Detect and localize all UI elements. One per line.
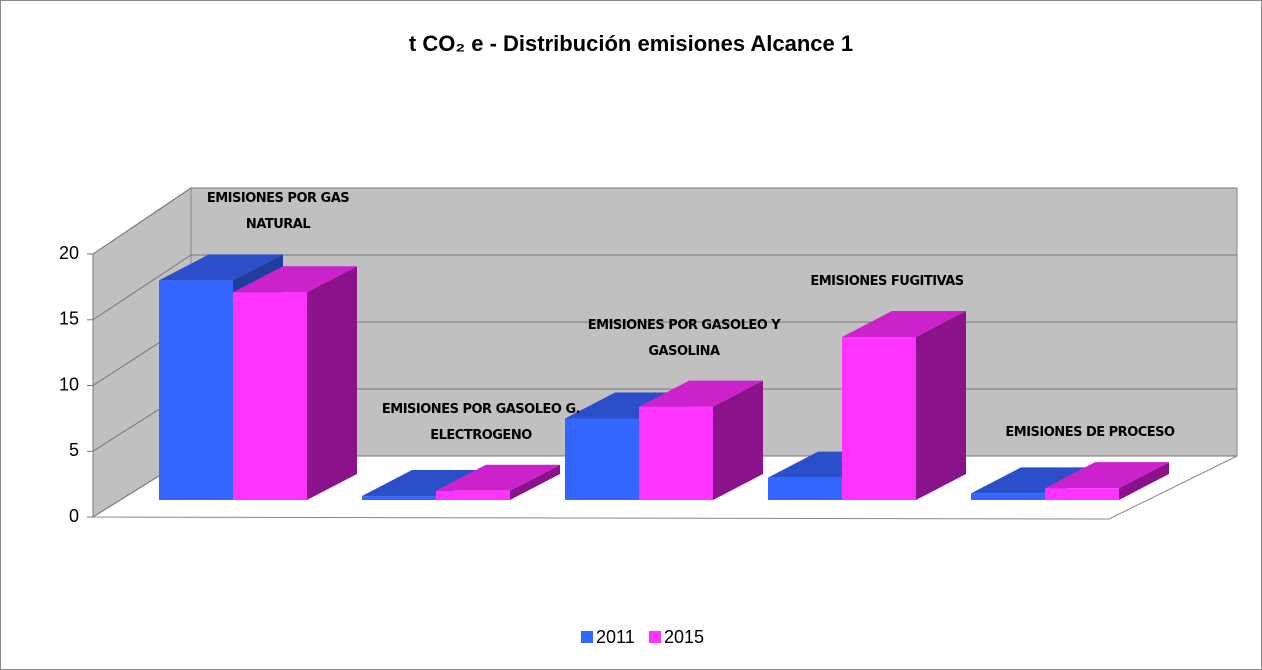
bar [436,490,510,500]
legend-label: 2015 [664,627,704,647]
y-tick-label: 5 [69,440,79,460]
bar-side [307,266,357,500]
bar-top [362,470,486,497]
bar [768,477,842,500]
bar-top [842,310,966,337]
bar [565,418,639,500]
bar [1045,488,1119,500]
category-label: EMISIONES FUGITIVAS [810,273,964,289]
bar-top [233,266,357,293]
legend-swatch [581,631,593,643]
category-label: EMISIONES POR GASOLEO Y GASOLINA [587,317,781,359]
y-tick-label: 15 [59,309,79,329]
bar [842,336,916,500]
bar-top [1045,462,1169,489]
bar-side [713,380,763,500]
bar-side [510,464,560,500]
y-tick-label: 20 [59,243,79,263]
y-tick-label: 0 [69,506,79,526]
bar [159,280,233,500]
bar-top [971,467,1095,494]
bar [971,493,1045,500]
chart-title: t CO₂ e - Distribución emisiones Alcance… [408,31,854,56]
bar-top [639,380,763,407]
legend-swatch [649,631,661,643]
category-label: EMISIONES DE PROCESO [1005,425,1175,441]
category-label: EMISIONES POR GAS NATURAL [206,191,350,233]
grid-line [92,187,192,255]
y-tick-label: 10 [59,374,79,394]
bar-top [159,254,283,281]
category-label: EMISIONES POR GASOLEO G. ELECTROGENO [381,401,581,443]
bar-side [916,310,966,500]
bar [362,496,436,500]
bar-side [1119,462,1169,500]
grid-line [92,254,192,321]
legend-label: 2011 [596,627,635,647]
bar [639,406,713,500]
bar [233,292,307,500]
bar-top [436,464,560,491]
